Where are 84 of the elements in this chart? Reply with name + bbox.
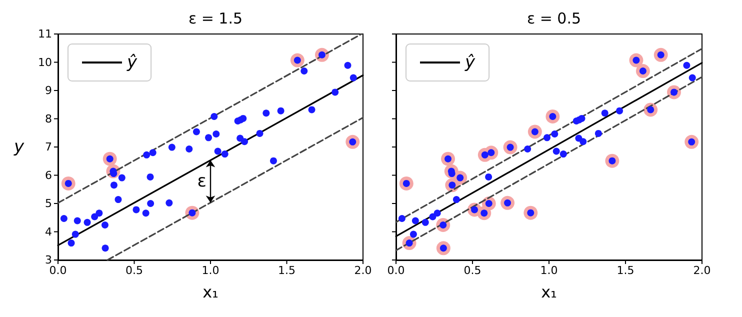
legend-label: ŷ [126, 52, 138, 72]
point [434, 210, 441, 217]
x-tick-label: 1.5 [616, 264, 634, 277]
point [212, 130, 220, 138]
y-axis-title: y [12, 137, 25, 157]
point [344, 62, 352, 69]
legend-label: ŷ [464, 52, 476, 72]
x-tick-label: 0.0 [49, 264, 67, 277]
y-tick-label: 10 [38, 56, 52, 69]
point [594, 130, 602, 137]
point [168, 144, 176, 151]
point [422, 218, 429, 226]
point [68, 240, 75, 247]
point [485, 173, 492, 180]
point [240, 114, 247, 122]
point [210, 112, 218, 120]
point [524, 145, 532, 152]
point [118, 174, 126, 182]
chart-title: ε = 1.5 [188, 10, 243, 28]
point [205, 134, 212, 142]
point [192, 128, 200, 136]
point [102, 244, 109, 252]
point [60, 214, 68, 222]
point [221, 150, 228, 158]
y-tick-label: 11 [38, 28, 52, 40]
y-tick-label: 9 [45, 84, 52, 97]
point [142, 210, 150, 217]
x-tick-label: 1.0 [202, 264, 220, 277]
chart-title: ε = 0.5 [526, 10, 582, 28]
point [277, 107, 284, 114]
point [616, 107, 624, 114]
x-tick-label: 0.0 [387, 264, 405, 277]
point [262, 110, 270, 117]
point [683, 62, 690, 69]
point [72, 230, 79, 238]
x-tick-label: 1.0 [540, 264, 558, 277]
x-tick-label: 0.5 [126, 264, 143, 277]
x-tick-label: 1.5 [278, 264, 296, 277]
point [186, 145, 193, 152]
point [332, 88, 339, 96]
point [110, 182, 118, 189]
point [551, 130, 558, 138]
point [578, 114, 586, 122]
y-tick-label: 5 [45, 197, 52, 210]
point [214, 148, 222, 155]
point [84, 218, 91, 226]
point [146, 173, 154, 180]
point [300, 68, 308, 75]
x-tick-label: 2.0 [354, 264, 372, 277]
point [350, 74, 357, 82]
y-tick-label: 6 [45, 168, 52, 182]
point [143, 151, 150, 158]
point [96, 210, 103, 217]
annotation: ε [197, 171, 206, 192]
x-tick-label: 0.5 [464, 264, 482, 277]
point [91, 213, 98, 220]
x-tick-label: 2.0 [693, 264, 711, 277]
point [601, 110, 608, 117]
point [147, 200, 154, 207]
point [544, 134, 551, 142]
x-axis-title: x₁ [202, 282, 218, 302]
point [270, 157, 277, 164]
point [308, 106, 316, 114]
point [398, 214, 406, 222]
y-tick-label: 8 [45, 112, 52, 126]
y-tick-label: 3 [45, 254, 52, 266]
point [149, 149, 156, 156]
y-tick-label: 4 [45, 225, 52, 238]
x-axis-title: x₁ [541, 282, 557, 302]
point [74, 217, 81, 224]
y-tick-label: 7 [45, 140, 52, 154]
point [114, 196, 122, 204]
point [256, 130, 264, 137]
point [560, 150, 567, 158]
point [580, 138, 587, 146]
point [132, 206, 140, 214]
point [688, 74, 696, 82]
point [452, 196, 460, 204]
point [241, 138, 248, 146]
point [410, 230, 417, 238]
point [166, 199, 173, 206]
point [412, 217, 419, 224]
point [552, 148, 560, 155]
point [101, 221, 108, 228]
